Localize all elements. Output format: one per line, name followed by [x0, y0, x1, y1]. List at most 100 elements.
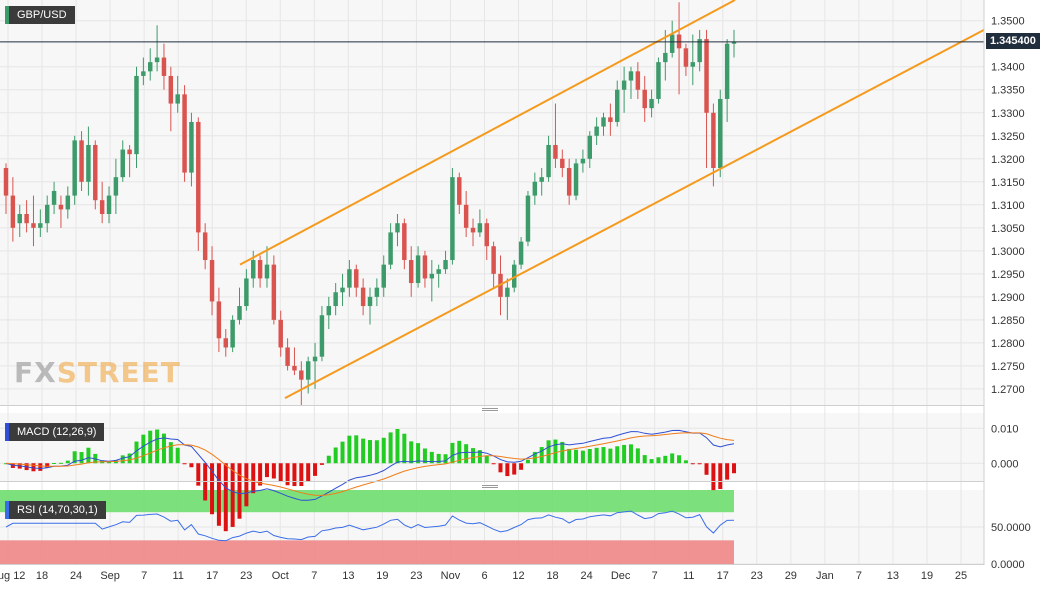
candle-body: [477, 223, 483, 233]
candle-body: [711, 112, 716, 168]
candle-body: [299, 370, 304, 380]
macd-histogram-bar: [313, 463, 318, 476]
macd-histogram-bar: [519, 463, 524, 470]
pane-resize-handle-1[interactable]: [480, 407, 500, 412]
macd-layer: [4, 428, 736, 532]
macd-histogram-bar: [704, 463, 709, 475]
rsi-badge[interactable]: RSI (14,70,30,1): [5, 501, 106, 519]
rsi-color-marker: [5, 501, 9, 519]
candle-body: [697, 39, 702, 63]
macd-histogram-bar: [718, 463, 723, 490]
macd-histogram-bar: [148, 430, 153, 464]
candle-body: [718, 98, 723, 168]
pane-resize-handle-2[interactable]: [480, 484, 500, 489]
candle-body: [113, 177, 119, 196]
current-price-value: 1.345400: [990, 34, 1036, 47]
macd-histogram-bar: [72, 451, 77, 464]
macd-histogram-bar: [278, 463, 283, 483]
candle-body: [511, 264, 517, 288]
candle-body: [244, 278, 249, 307]
macd-histogram-bar: [628, 444, 633, 464]
candle-body: [553, 144, 558, 159]
macd-histogram-bar: [216, 463, 221, 526]
macd-badge[interactable]: MACD (12,26,9): [5, 423, 105, 441]
candle-body: [724, 43, 730, 99]
macd-histogram-bar: [182, 463, 187, 465]
macd-histogram-bar: [601, 447, 606, 464]
macd-histogram-bar: [608, 448, 613, 464]
candle-body: [285, 347, 290, 366]
candle-body: [450, 177, 455, 261]
macd-histogram-bar: [656, 457, 661, 464]
macd-label: MACD (12,26,9): [17, 426, 97, 438]
macd-histogram-bar: [45, 463, 50, 468]
x-tick-label: 24: [580, 570, 592, 582]
symbol-badge[interactable]: GBP/USD: [5, 6, 75, 24]
candle-body: [175, 94, 180, 104]
candle-body: [731, 41, 737, 44]
x-tick-label: 7: [141, 570, 147, 582]
candle-body: [704, 39, 709, 113]
y-tick-label: 1.2700: [991, 384, 1025, 396]
macd-histogram-bar: [512, 463, 517, 475]
y-tick-label: 1.3300: [991, 108, 1025, 120]
candle-body: [147, 62, 153, 72]
x-tick-label: 25: [955, 570, 967, 582]
macd-histogram-bar: [65, 460, 70, 464]
rsi-layer: [5, 510, 735, 542]
axis-layer: 1.3500 1.3400 1.3350 1.3300 1.3250 1.3200 1.31…: [0, 16, 1031, 582]
candle-body: [251, 260, 256, 279]
candle-body: [463, 204, 469, 228]
macd-histogram-bar: [175, 447, 180, 464]
macd-histogram-bar: [498, 463, 503, 473]
candle-body: [24, 214, 29, 224]
candle-body: [635, 71, 641, 90]
macd-histogram-bar: [52, 463, 57, 465]
candle-body: [65, 195, 71, 210]
macd-histogram-bar: [333, 447, 338, 464]
candle-body: [189, 121, 194, 173]
macd-histogram-bar: [539, 447, 544, 464]
candle-body: [333, 292, 338, 307]
candle-body: [326, 306, 332, 316]
macd-histogram-bar: [450, 442, 455, 464]
macd-histogram-bar: [38, 463, 43, 471]
y-tick-label: 1.3200: [991, 154, 1025, 166]
candle-body: [257, 260, 263, 279]
macd-histogram-bar: [725, 463, 730, 480]
macd-histogram-bar: [560, 441, 565, 464]
macd-histogram-bar: [732, 463, 736, 474]
macd-histogram-bar: [141, 434, 146, 464]
candle-body: [360, 287, 366, 307]
x-tick-label: 12: [512, 570, 524, 582]
macd-histogram-bar: [347, 435, 352, 464]
channel-upper-line: [239, 0, 736, 266]
candle-body: [127, 149, 132, 155]
macd-histogram-bar: [484, 455, 489, 464]
candle-body: [408, 260, 414, 284]
macd-histogram-bar: [443, 454, 448, 464]
symbol-label: GBP/USD: [17, 9, 67, 21]
candle-body: [44, 204, 50, 224]
candle-body: [51, 190, 57, 205]
candle-body: [347, 269, 352, 288]
macd-histogram-bar: [237, 463, 242, 519]
macd-histogram-bar: [574, 449, 579, 464]
macd-histogram-bar: [134, 441, 139, 464]
macd-histogram-bar: [292, 463, 297, 487]
candle-body: [532, 181, 538, 196]
candle-body: [621, 80, 627, 90]
x-tick-label: 11: [683, 570, 694, 582]
rsi-tick-label: 50.0000: [991, 522, 1031, 534]
candle-body: [422, 255, 428, 279]
candle-body: [594, 126, 599, 136]
candle-body: [505, 287, 510, 297]
macd-histogram-bar: [388, 432, 393, 464]
candle-body: [470, 227, 476, 233]
macd-histogram-bar: [471, 448, 476, 464]
candle-body: [484, 223, 489, 247]
rsi-tick-label: 0.0000: [991, 559, 1025, 571]
candle-body: [539, 177, 544, 182]
candle-body: [161, 57, 167, 76]
